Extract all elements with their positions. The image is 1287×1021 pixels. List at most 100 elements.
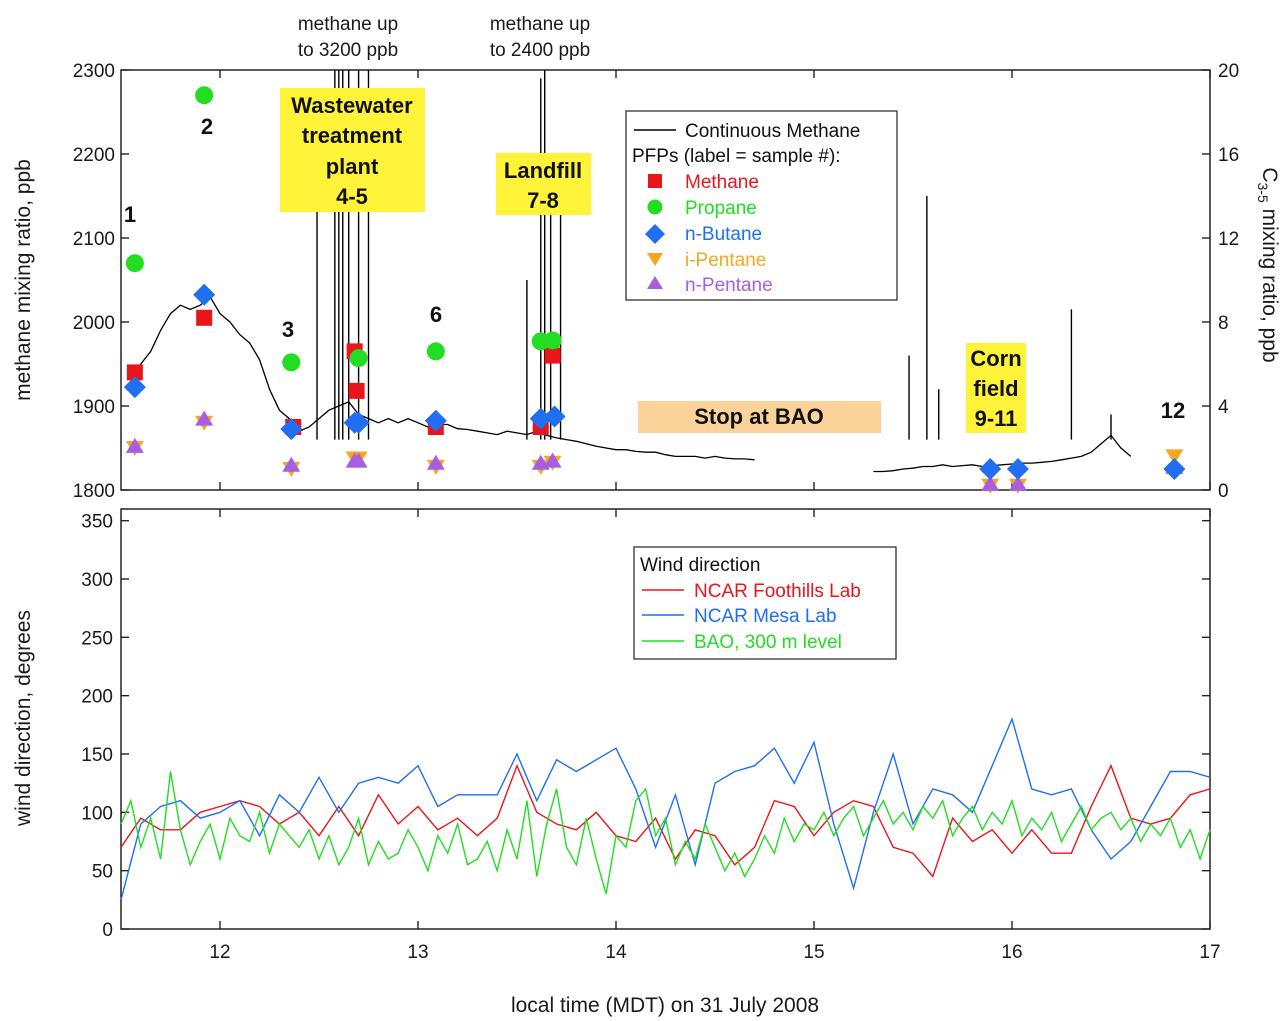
y2-tick-label: 4 [1218, 397, 1229, 418]
stop-bao-box [638, 401, 881, 433]
bottom-y-axis-label: wind direction, degrees [12, 610, 35, 827]
n-butane-point [123, 376, 146, 399]
wastewater-box [280, 88, 425, 212]
legend-methane-marker [648, 174, 662, 188]
continuous-methane-line [130, 295, 755, 461]
propane-point [125, 254, 144, 273]
legend-npentane-marker [647, 276, 663, 289]
wastewater-line-2: treatment [302, 123, 403, 148]
n-butane-point [347, 411, 370, 434]
y-tick-label: 350 [81, 512, 113, 533]
cornfield-box [966, 343, 1026, 433]
landfill-box [496, 153, 591, 215]
legend-propane-marker [647, 199, 663, 215]
cornfield-line-3: 9-11 [975, 406, 1018, 431]
landfill-line-2: 7-8 [527, 188, 559, 213]
landfill-line-1: Landfill [504, 158, 582, 183]
x-tick-label: 12 [209, 942, 230, 963]
n-butane-point [1163, 458, 1186, 480]
legend-methane-label: Methane [685, 172, 759, 193]
sample-number-12: 12 [1161, 398, 1185, 423]
n-butane-point [529, 407, 552, 430]
legend-nbutane-label: n-Butane [685, 224, 762, 245]
callout-3200-line-1: methane up [298, 14, 398, 35]
n-pentane-point [543, 452, 562, 468]
n-pentane-point [1008, 475, 1027, 491]
n-butane-point [1006, 458, 1029, 480]
y-tick-label: 50 [92, 862, 113, 883]
top-y2-axis-label: C3-5 mixing ratio, ppb [1255, 167, 1281, 362]
top-y-axis-label: methane mixing ratio, ppb [12, 159, 35, 401]
callout-2400-line-1: methane up [490, 14, 590, 35]
x-tick-label: 13 [407, 942, 428, 963]
y2-tick-label: 8 [1218, 313, 1229, 334]
x-tick-label: 16 [1001, 942, 1022, 963]
propane-point [282, 353, 301, 372]
y2-tick-label: 16 [1218, 145, 1239, 166]
bao-line [120, 771, 1211, 895]
y-tick-label: 300 [81, 570, 113, 591]
n-butane-point [543, 405, 566, 428]
y-tick-label: 250 [81, 628, 113, 649]
bottom-legend: Wind direction NCAR Foothills Lab NCAR M… [633, 546, 897, 660]
methane-point [126, 364, 143, 381]
y-tick-label: 0 [102, 920, 113, 941]
propane-point [426, 342, 445, 361]
legend-mesa-label: NCAR Mesa Lab [694, 606, 837, 627]
top-legend: Continuous Methane PFPs (label = sample … [625, 110, 898, 301]
wastewater-line-4: 4-5 [336, 184, 368, 209]
y-tick-label: 2300 [73, 61, 115, 82]
methane-point [196, 309, 213, 326]
n-butane-point [424, 409, 447, 432]
top-legend-frame [625, 110, 898, 301]
legend-nbutane-marker [645, 224, 665, 244]
y-tick-label: 2200 [73, 145, 115, 166]
foothills-line [120, 763, 1211, 878]
y-tick-label: 200 [81, 687, 113, 708]
n-pentane-point [426, 454, 445, 470]
y2-label-sub: 3-5 [1255, 183, 1271, 203]
bottom-legend-title: Wind direction [640, 555, 760, 576]
n-pentane-point [282, 456, 301, 472]
n-pentane-point [195, 410, 214, 426]
y2-tick-label: 20 [1218, 61, 1239, 82]
y-tick-label: 2000 [73, 313, 115, 334]
bottom-data-layer [120, 716, 1211, 900]
mesa-line [120, 716, 1211, 900]
i-pentane-point [1165, 449, 1184, 465]
methane-point [348, 382, 365, 399]
propane-point [349, 349, 368, 368]
y2-label-rest: mixing ratio, ppb [1258, 203, 1281, 363]
stop-bao-label: Stop at BAO [694, 404, 824, 429]
sample-number-1: 1 [124, 202, 136, 227]
cornfield-line-2: field [973, 376, 1018, 401]
bottom-plot-frame [120, 508, 1211, 930]
x-tick-label: 15 [803, 942, 824, 963]
sample-number-3: 3 [282, 317, 294, 342]
callout-2400-line-2: to 2400 ppb [490, 40, 590, 61]
x-tick-label: 14 [605, 942, 627, 963]
n-butane-point [280, 418, 303, 441]
y2-label-main: C [1258, 167, 1281, 182]
legend-pfp-label: PFPs (label = sample #): [632, 146, 841, 167]
sample-number-2: 2 [201, 114, 213, 139]
bottom-axis-ticks: 12 13 14 15 16 17 0 50 100 150 200 250 300 350 [81, 509, 1221, 963]
x-axis-label: local time (MDT) on 31 July 2008 [511, 994, 819, 1017]
legend-npentane-label: n-Pentane [685, 275, 773, 296]
sample-number-6: 6 [430, 302, 442, 327]
top-plot-frame [120, 69, 1211, 491]
legend-ipentane-marker [647, 253, 663, 266]
y-tick-label: 1900 [73, 397, 115, 418]
y2-tick-label: 12 [1218, 229, 1239, 250]
y-tick-label: 1800 [73, 481, 115, 502]
propane-point [543, 331, 562, 350]
continuous-methane-line [873, 434, 1132, 473]
n-butane-point [979, 458, 1002, 480]
n-pentane-point [125, 437, 144, 453]
propane-point [195, 86, 214, 105]
top-data-layer [123, 70, 1186, 494]
n-butane-point [193, 283, 216, 306]
legend-bao-label: BAO, 300 m level [694, 632, 842, 653]
